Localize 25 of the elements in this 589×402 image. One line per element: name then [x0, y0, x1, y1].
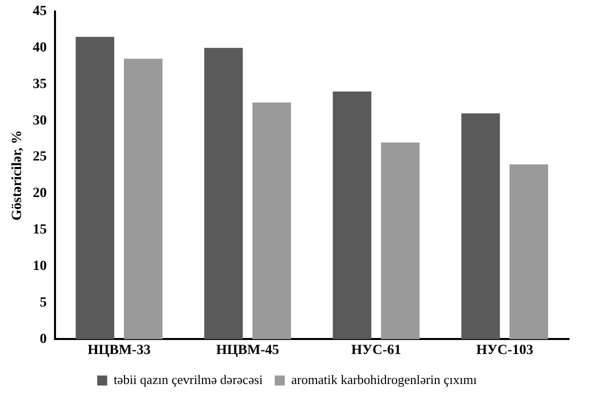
y-tick-label: 40: [32, 40, 47, 56]
bar: [252, 102, 292, 340]
bar: [510, 164, 548, 340]
bar: [461, 113, 500, 340]
y-axis-title: Göstəricilər, %: [10, 130, 26, 221]
x-tick-label: НЦВМ-33: [88, 343, 151, 358]
y-tick-label: 5: [40, 295, 47, 310]
y-tick-label: 45: [32, 4, 47, 20]
bar: [124, 58, 162, 340]
y-tick-label: 20: [32, 186, 47, 202]
legend-label: təbii qazın çevrilmə dərəcəsi: [114, 372, 264, 387]
legend-label: aromatik karbohidrogenlərin çıxımı: [291, 372, 478, 387]
x-tick-label: НУС-103: [476, 343, 534, 358]
y-tick-label: 25: [32, 150, 47, 165]
y-tick-label: 10: [32, 258, 47, 274]
x-tick-label: НУС-61: [351, 343, 402, 358]
bar: [380, 142, 420, 340]
y-tick-label: 30: [32, 113, 47, 128]
bar: [204, 48, 243, 340]
y-tick-label: 15: [32, 222, 47, 238]
y-tick-label: 35: [32, 76, 47, 92]
bar: [332, 92, 372, 340]
x-tick-label: НЦВМ-45: [216, 343, 280, 358]
bar: [76, 36, 114, 340]
y-tick-label: 0: [40, 332, 47, 347]
